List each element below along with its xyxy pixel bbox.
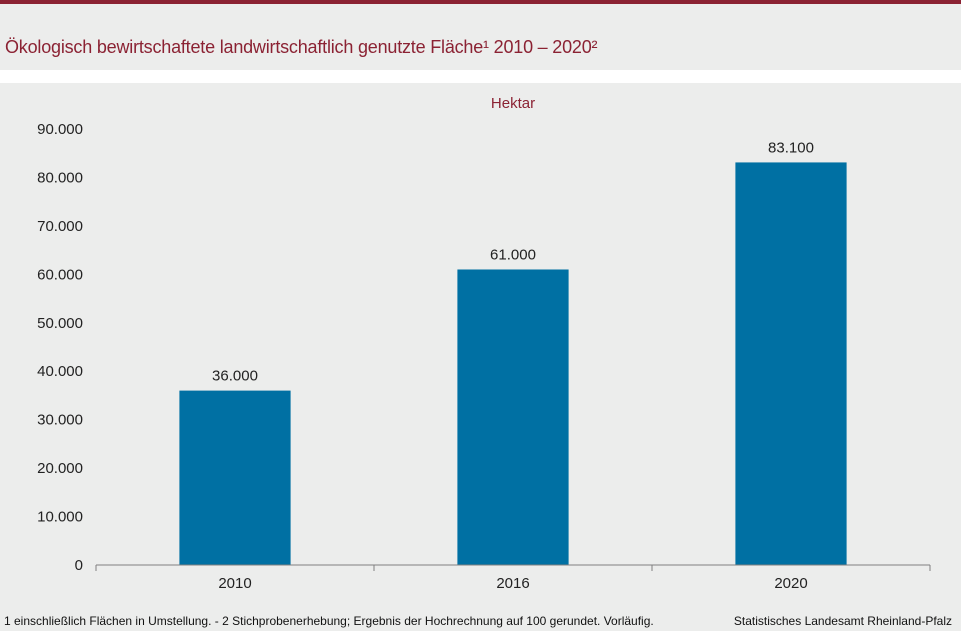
data-label: 61.000 xyxy=(490,246,536,263)
source-credit: Statistisches Landesamt Rheinland-Pfalz xyxy=(733,614,952,628)
y-tick-label: 10.000 xyxy=(37,509,83,526)
chart-title: Ökologisch bewirtschaftete landwirtschaf… xyxy=(5,37,598,57)
title-area: Ökologisch bewirtschaftete landwirtschaf… xyxy=(0,4,961,70)
y-tick-label: 80.000 xyxy=(37,169,83,186)
data-label: 83.100 xyxy=(768,139,814,156)
y-tick-label: 60.000 xyxy=(37,266,83,283)
y-tick-label: 70.000 xyxy=(37,218,83,235)
y-axis: 0 10.000 20.000 30.000 40.000 50.000 60.000 70.… xyxy=(37,121,83,574)
y-tick-label: 20.000 xyxy=(37,460,83,477)
y-tick-label: 0 xyxy=(75,557,83,574)
bar-2020 xyxy=(735,162,847,565)
bar-chart: Hektar 0 10.000 20.000 30.000 40.000 50.000 60… xyxy=(37,95,931,592)
y-tick-label: 90.000 xyxy=(37,121,83,138)
y-tick-label: 50.000 xyxy=(37,315,83,332)
divider xyxy=(0,70,961,83)
x-tick-label: 2020 xyxy=(774,575,807,592)
unit-label: Hektar xyxy=(491,95,535,112)
bars: 36.000 61.000 83.100 xyxy=(179,139,847,565)
top-accent-bar xyxy=(0,0,961,4)
chart-area: Hektar 0 10.000 20.000 30.000 40.000 50.000 60… xyxy=(0,83,961,631)
footnote: 1 einschließlich Flächen in Umstellung. … xyxy=(4,614,654,628)
bar-2010 xyxy=(179,390,291,565)
data-label: 36.000 xyxy=(212,368,258,385)
x-tick-label: 2010 xyxy=(218,575,251,592)
y-tick-label: 30.000 xyxy=(37,412,83,429)
x-axis: 2010 2016 2020 xyxy=(95,564,931,592)
y-tick-label: 40.000 xyxy=(37,363,83,380)
bar-2016 xyxy=(457,269,569,565)
x-tick-label: 2016 xyxy=(496,575,529,592)
